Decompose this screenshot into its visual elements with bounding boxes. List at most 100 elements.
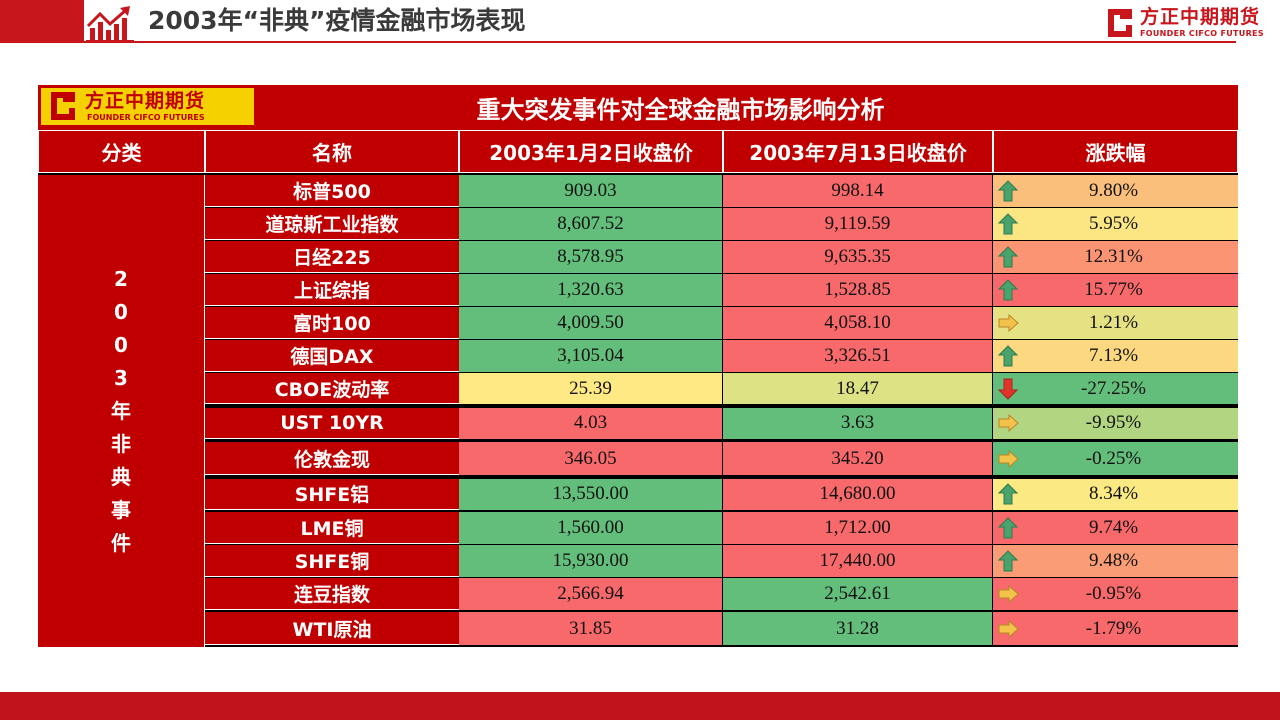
price-jan-cell: 25.39: [459, 373, 722, 404]
change-cell: -9.95%: [993, 407, 1238, 439]
footer-band: [0, 692, 1280, 720]
price-jul-cell: 17,440.00: [723, 545, 992, 577]
change-value: 9.74%: [1088, 517, 1139, 538]
brand-name-en: FOUNDER CIFCO FUTURES: [1140, 29, 1264, 38]
row-name: 德国DAX: [205, 340, 459, 372]
change-value: 8.34%: [1088, 483, 1139, 504]
header-accent-bar: [0, 0, 84, 42]
category-char: 典: [111, 464, 131, 489]
price-jul-cell: 3,326.51: [723, 340, 992, 372]
category-char: 件: [111, 530, 131, 555]
change-cell: 7.13%: [993, 340, 1238, 372]
price-jan-cell: 2,566.94: [459, 578, 722, 610]
price-jul-cell: 3.63: [723, 407, 992, 439]
price-jan-cell: 15,930.00: [459, 545, 722, 577]
category-char: 0: [114, 332, 128, 357]
price-jan-cell: 4,009.50: [459, 307, 722, 339]
category-char: 年: [111, 398, 131, 423]
arrow-up-icon: [997, 345, 1019, 367]
change-value: -0.25%: [1085, 447, 1142, 469]
change-cell: 1.21%: [993, 307, 1238, 339]
price-jan-cell: 31.85: [459, 612, 722, 645]
price-jan-cell: 1,560.00: [459, 512, 722, 544]
row-name: 伦敦金现: [205, 442, 459, 475]
row-name: LME铜: [205, 512, 459, 544]
category-char: 2: [114, 266, 128, 291]
price-jan-cell: 8,607.52: [459, 208, 722, 240]
change-value: 1.21%: [1088, 312, 1139, 333]
arrow-right-icon: [998, 413, 1019, 433]
header-divider: [0, 41, 1236, 43]
brand-name-cn: 方正中期期货: [1140, 6, 1261, 28]
table-title: 重大突发事件对全球金融市场影响分析: [476, 96, 885, 124]
row-name: SHFE铜: [205, 545, 459, 577]
table-logo-cn: 方正中期期货: [85, 90, 206, 112]
price-jul-cell: 1,712.00: [723, 512, 992, 544]
col-header-change: 涨跌幅: [993, 130, 1238, 173]
price-jul-cell: 9,635.35: [723, 241, 992, 273]
change-value: 9.48%: [1088, 550, 1139, 571]
col-header-price-jul: 2003年7月13日收盘价: [723, 130, 993, 173]
col-header-price-jan: 2003年1月2日收盘价: [459, 130, 723, 173]
category-cell: 2 0 0 3 年非典事件: [38, 175, 205, 647]
price-jul-cell: 1,528.85: [723, 274, 992, 306]
change-cell: -27.25%: [993, 373, 1238, 404]
change-cell: 5.95%: [993, 208, 1238, 240]
price-jul-cell: 14,680.00: [723, 478, 992, 510]
change-value: -0.95%: [1085, 583, 1142, 604]
change-value: 5.95%: [1088, 213, 1139, 234]
group-separator: [205, 476, 1238, 479]
change-value: 9.80%: [1088, 180, 1139, 201]
category-char: 0: [114, 299, 128, 324]
price-jul-cell: 345.20: [723, 442, 992, 475]
price-jul-cell: 18.47: [723, 373, 992, 404]
price-jan-cell: 4.03: [459, 407, 722, 439]
col-header-category: 分类: [38, 130, 205, 173]
row-name: 标普500: [205, 175, 459, 207]
price-jan-cell: 3,105.04: [459, 340, 722, 372]
row-name: SHFE铝: [205, 478, 459, 510]
change-cell: 8.34%: [993, 478, 1238, 510]
company-logo: 方正中期期货 FOUNDER CIFCO FUTURES: [1104, 6, 1276, 40]
row-name: 上证综指: [205, 274, 459, 306]
arrow-right-icon: [998, 449, 1019, 468]
arrow-up-icon: [997, 550, 1019, 572]
price-jul-cell: 9,119.59: [723, 208, 992, 240]
arrow-right-icon: [998, 584, 1019, 604]
arrow-down-icon: [997, 378, 1019, 400]
founder-logo-icon: [1108, 9, 1132, 37]
change-cell: -0.25%: [993, 442, 1238, 475]
category-char: 事: [111, 497, 131, 522]
change-value: 15.77%: [1084, 279, 1143, 300]
change-cell: -1.79%: [993, 612, 1238, 645]
row-name: 日经225: [205, 241, 459, 273]
slide-title: 2003年“非典”疫情金融市场表现: [148, 6, 526, 35]
arrow-up-icon: [997, 246, 1019, 268]
change-value: -1.79%: [1085, 617, 1142, 639]
change-cell: 12.31%: [993, 241, 1238, 273]
price-jan-cell: 8,578.95: [459, 241, 722, 273]
change-cell: -0.95%: [993, 578, 1238, 610]
price-jan-cell: 909.03: [459, 175, 722, 207]
category-label: 2 0 0 3 年非典事件: [111, 263, 131, 560]
price-jul-cell: 2,542.61: [723, 578, 992, 610]
change-cell: 15.77%: [993, 274, 1238, 306]
category-char: 3: [114, 365, 128, 390]
change-value: -27.25%: [1081, 377, 1146, 399]
change-value: -9.95%: [1085, 412, 1142, 433]
row-name: 连豆指数: [205, 578, 459, 610]
row-name: WTI原油: [205, 612, 459, 645]
table-logo: 方正中期期货 FOUNDER CIFCO FUTURES: [41, 88, 254, 125]
table-logo-en: FOUNDER CIFCO FUTURES: [87, 113, 205, 122]
row-name: CBOE波动率: [205, 373, 459, 404]
market-impact-table: 重大突发事件对全球金融市场影响分析 方正中期期货 FOUNDER CIFCO F…: [38, 85, 1238, 647]
arrow-up-icon: [997, 213, 1019, 235]
change-value: 12.31%: [1084, 246, 1143, 267]
price-jul-cell: 4,058.10: [723, 307, 992, 339]
change-cell: 9.80%: [993, 175, 1238, 207]
arrow-up-icon: [997, 483, 1019, 505]
change-value: 7.13%: [1088, 345, 1139, 366]
price-jan-cell: 13,550.00: [459, 478, 722, 510]
arrow-right-icon: [998, 313, 1019, 333]
arrow-right-icon: [998, 619, 1019, 638]
